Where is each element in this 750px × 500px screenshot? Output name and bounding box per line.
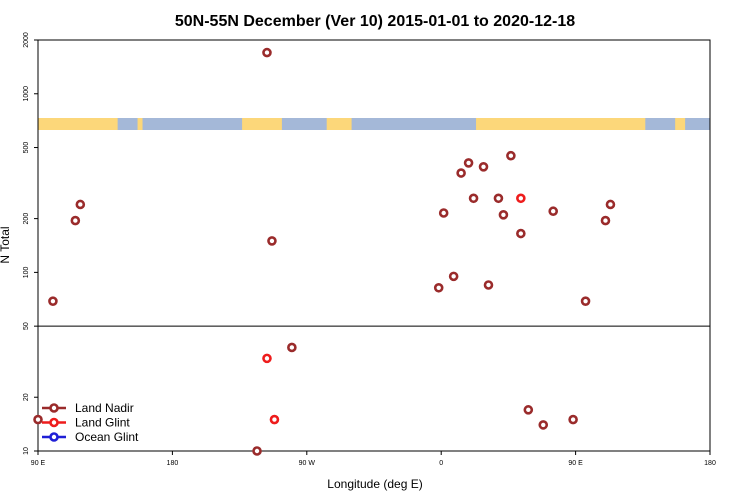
point-land-nadir bbox=[438, 208, 449, 218]
y-tick-label: 10 bbox=[23, 447, 30, 455]
land-segment bbox=[38, 118, 118, 130]
y-tick-label: 50 bbox=[23, 322, 30, 330]
x-tick-label: 90 E bbox=[31, 460, 46, 467]
plot-frame bbox=[37, 39, 711, 452]
x-tick-label: 0 bbox=[439, 460, 443, 467]
legend-item: Land Glint bbox=[42, 416, 130, 430]
point-land-nadir bbox=[267, 236, 277, 246]
point-land-nadir bbox=[463, 158, 474, 168]
y-tick-label: 500 bbox=[23, 142, 30, 154]
point-land-nadir bbox=[70, 215, 81, 226]
point-land-nadir bbox=[506, 150, 516, 161]
y-tick-label: 200 bbox=[23, 213, 30, 225]
point-land-nadir bbox=[498, 210, 509, 220]
y-tick-label: 2000 bbox=[23, 32, 30, 48]
y-tick-label: 1000 bbox=[23, 86, 30, 102]
point-land-nadir bbox=[252, 446, 262, 456]
point-land-nadir bbox=[456, 168, 466, 178]
legend-item: Ocean Glint bbox=[42, 430, 139, 444]
point-land-nadir bbox=[33, 414, 43, 425]
point-land-nadir bbox=[538, 420, 549, 430]
x-tick-label: 90 W bbox=[299, 460, 316, 467]
point-land-nadir bbox=[568, 414, 578, 425]
x-tick-label: 180 bbox=[704, 460, 716, 467]
chart-title: 50N-55N December (Ver 10) 2015-01-01 to … bbox=[175, 13, 575, 30]
land-ocean-mask bbox=[38, 118, 710, 130]
legend-swatch-marker bbox=[49, 403, 59, 413]
point-land-nadir bbox=[478, 162, 489, 172]
y-axis-label: N Total bbox=[0, 226, 12, 263]
point-land-nadir bbox=[48, 296, 58, 306]
data-points bbox=[33, 47, 616, 456]
land-segment bbox=[137, 118, 143, 130]
point-land-nadir bbox=[548, 206, 559, 217]
point-land-nadir bbox=[75, 199, 86, 210]
y-tick-label: 20 bbox=[23, 393, 30, 401]
point-land-glint bbox=[269, 414, 280, 425]
legend-label: Ocean Glint bbox=[75, 430, 139, 444]
land-segment bbox=[326, 118, 352, 130]
point-land-nadir bbox=[262, 47, 272, 58]
x-axis: 90 E 180 90 W 0 90 E 180 bbox=[31, 451, 716, 467]
land-segment bbox=[675, 118, 686, 130]
y-tick-label: 100 bbox=[23, 266, 30, 278]
point-land-nadir bbox=[468, 193, 479, 204]
point-land-nadir bbox=[580, 296, 591, 306]
point-land-nadir bbox=[523, 405, 534, 415]
land-segment bbox=[476, 118, 646, 130]
legend-item: Land Nadir bbox=[42, 401, 134, 415]
point-land-nadir bbox=[483, 280, 494, 290]
legend-swatch-marker bbox=[49, 417, 59, 428]
point-land-nadir bbox=[605, 199, 616, 210]
land-segment bbox=[242, 118, 282, 130]
point-land-nadir bbox=[287, 342, 297, 353]
point-land-nadir bbox=[433, 282, 444, 293]
legend-label: Land Nadir bbox=[75, 401, 134, 415]
point-land-nadir bbox=[600, 215, 611, 226]
y-axis: 10 20 50 100 200 500 1000 2000 bbox=[23, 32, 38, 455]
point-land-glint bbox=[516, 193, 526, 204]
point-land-glint bbox=[262, 353, 272, 364]
x-axis-label: Longitude (deg E) bbox=[327, 477, 422, 491]
point-land-nadir bbox=[516, 228, 526, 239]
point-land-nadir bbox=[448, 271, 459, 282]
point-land-nadir bbox=[493, 193, 504, 204]
legend-label: Land Glint bbox=[75, 416, 130, 430]
x-tick-label: 180 bbox=[167, 460, 179, 467]
x-tick-label: 90 E bbox=[568, 460, 583, 467]
legend-swatch-marker bbox=[49, 432, 59, 442]
